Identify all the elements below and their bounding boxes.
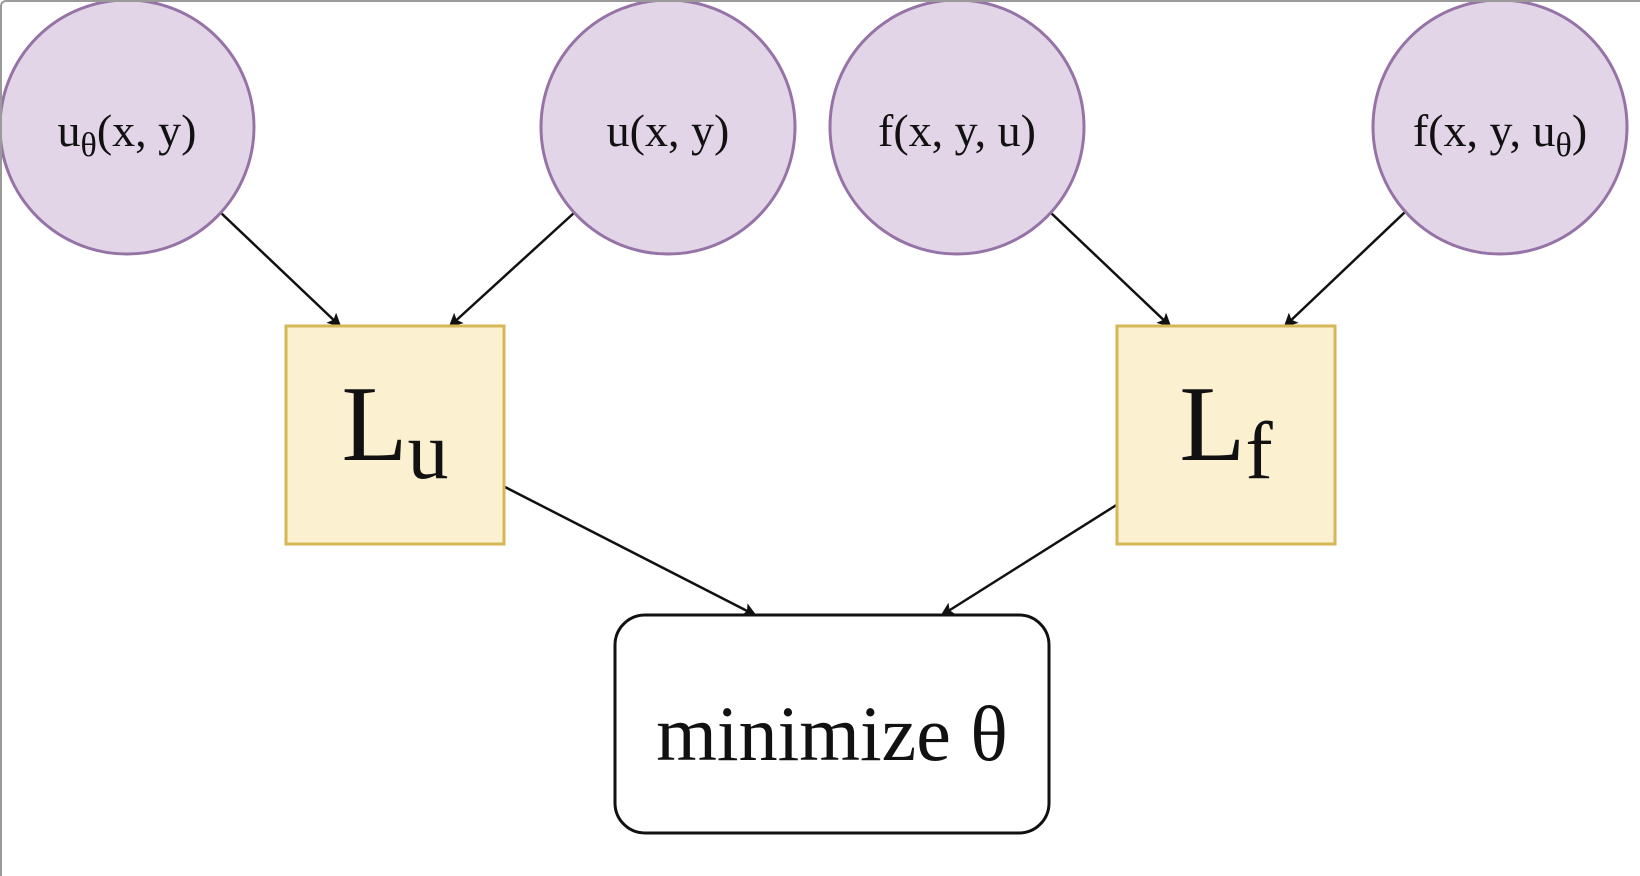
input-node-u-true-label: u(x, y) — [607, 105, 730, 156]
loss-node-Lf: Lf — [1115, 324, 1337, 546]
loss-node-Lu: Lu — [284, 324, 506, 546]
input-node-f-theta: f(x, y, uθ) — [1371, 0, 1629, 256]
input-node-f-true: f(x, y, u) — [828, 0, 1086, 256]
input-node-f-true-label: f(x, y, u) — [878, 105, 1036, 156]
input-node-f-theta-shape — [1371, 0, 1629, 256]
edge-Lf-to-output — [940, 502, 1119, 617]
input-node-f-true-shape — [828, 0, 1086, 256]
edge-f-true-to-Lf — [1049, 211, 1172, 328]
output-node-minimize-label: minimize θ — [656, 690, 1007, 777]
edge-u-theta-to-Lu — [219, 211, 342, 328]
input-node-u-true-shape — [539, 0, 797, 256]
output-node-minimize-shape — [613, 613, 1051, 835]
input-node-u-theta-label: uθ(x, y) — [58, 105, 197, 164]
edges — [219, 211, 1406, 617]
output-node-minimize: minimize θ — [613, 613, 1051, 835]
edge-Lu-to-output — [502, 484, 757, 617]
input-node-f-theta-label: f(x, y, uθ) — [1413, 105, 1587, 164]
input-node-u-true: u(x, y) — [539, 0, 797, 256]
loss-node-Lf-label: Lf — [1179, 365, 1273, 496]
input-node-u-theta-shape — [0, 0, 256, 256]
edge-f-theta-to-Lf — [1283, 211, 1406, 328]
loss-node-Lf-shape — [1115, 324, 1337, 546]
loss-node-Lu-label: Lu — [342, 365, 449, 496]
loss-node-Lu-shape — [284, 324, 506, 546]
input-node-u-theta: uθ(x, y) — [0, 0, 256, 256]
edge-u-true-to-Lu — [448, 211, 576, 328]
